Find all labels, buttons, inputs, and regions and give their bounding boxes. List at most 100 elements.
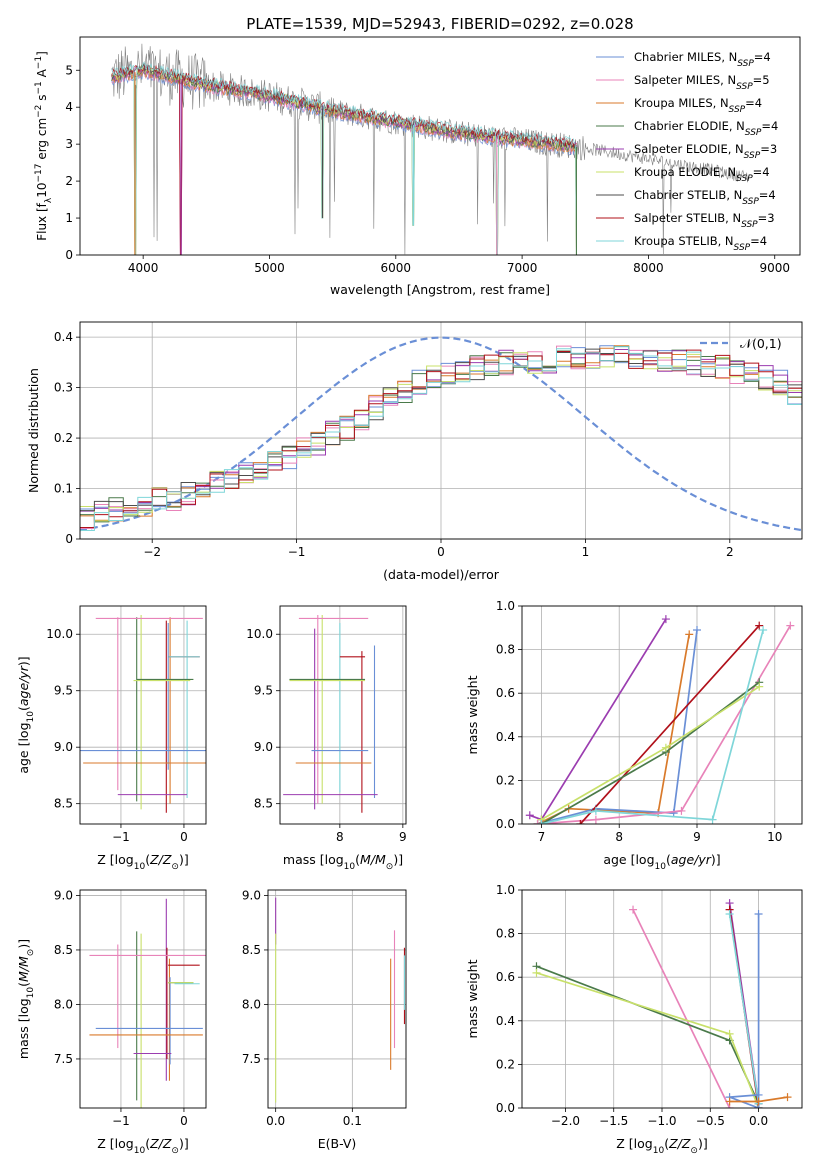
y-tick-label: 1.0 bbox=[496, 599, 515, 613]
weight-marker bbox=[591, 806, 600, 815]
y-tick-label: 8.5 bbox=[54, 797, 73, 811]
mass-vs-metallicity-panel: −1 0 7.5 8.0 8.5 9.0 Z [log10(Z/Z⊙)] mass [log1… bbox=[16, 888, 207, 1156]
weight-marker bbox=[755, 682, 764, 691]
weight-marker bbox=[786, 621, 795, 630]
y-tick-label: 0.2 bbox=[54, 431, 73, 445]
weight-marker bbox=[677, 806, 686, 815]
weight-line bbox=[540, 681, 760, 824]
y-tick-label: 8.0 bbox=[54, 997, 73, 1011]
x-tick-label: 0 bbox=[180, 1114, 188, 1128]
weight-marker bbox=[661, 743, 670, 752]
model-spectrum bbox=[111, 61, 577, 255]
weight-marker bbox=[754, 909, 763, 918]
x-axis-label: Z [log10(Z/Z⊙)] bbox=[97, 1136, 188, 1156]
age-vs-mass-panel: 8 9 8.5 9.0 9.5 10.0 mass [log10(M/M⊙)] bbox=[246, 605, 407, 872]
weight-marker bbox=[533, 820, 542, 824]
x-tick-label: −1 bbox=[288, 545, 306, 559]
x-tick-label: 0.1 bbox=[343, 1114, 362, 1128]
mass-vs-extinction-panel: 0.0 0.1 7.5 8.0 8.5 9.0 E(B-V) bbox=[242, 888, 407, 1151]
x-tick-label: −2.0 bbox=[551, 1114, 580, 1128]
y-tick-label: 0.2 bbox=[496, 773, 515, 787]
weight-marker bbox=[661, 615, 670, 624]
x-tick-label: 1 bbox=[582, 545, 590, 559]
y-tick-label: 0.2 bbox=[496, 1057, 515, 1071]
x-tick-label: 6000 bbox=[381, 261, 412, 275]
y-tick-label: 4 bbox=[65, 100, 73, 114]
x-axis-label: E(B-V) bbox=[318, 1136, 357, 1151]
weight-line bbox=[537, 625, 792, 824]
x-tick-label: 7000 bbox=[507, 261, 538, 275]
y-tick-label: 8.0 bbox=[242, 997, 261, 1011]
x-tick-label: −1.0 bbox=[647, 1114, 676, 1128]
y-tick-label: 0.0 bbox=[496, 1101, 515, 1115]
y-tick-label: 9.0 bbox=[242, 888, 261, 902]
x-tick-label: 5000 bbox=[254, 261, 285, 275]
y-tick-label: 1.0 bbox=[496, 883, 515, 897]
weight-marker bbox=[525, 811, 534, 820]
weight-line bbox=[537, 629, 698, 824]
weight-marker bbox=[629, 905, 638, 914]
histogram-step bbox=[80, 346, 802, 531]
weight-marker bbox=[685, 630, 694, 639]
x-tick-label: 0.0 bbox=[749, 1114, 768, 1128]
weight-marker bbox=[576, 820, 585, 824]
y-axis-label: Normed distribution bbox=[26, 368, 41, 493]
axes-frame bbox=[521, 889, 803, 1109]
weight-marker bbox=[725, 1029, 734, 1038]
weight-marker bbox=[725, 909, 734, 918]
x-tick-label: 0 bbox=[180, 830, 188, 844]
weight-line bbox=[536, 965, 760, 1104]
legend-entry: Kroupa STELIB, NSSP=4 bbox=[634, 234, 767, 253]
x-tick-label: 8 bbox=[336, 830, 344, 844]
weight-marker bbox=[693, 625, 701, 634]
x-tick-label: −1.5 bbox=[599, 1114, 628, 1128]
y-tick-label: 1 bbox=[65, 211, 73, 225]
y-tick-label: 2 bbox=[65, 174, 73, 188]
legend-entry: Salpeter STELIB, NSSP=3 bbox=[634, 211, 775, 230]
legend-entry: Chabrier MILES, NSSP=4 bbox=[634, 50, 771, 69]
y-axis-label: mass weight bbox=[465, 959, 480, 1038]
plot-area bbox=[111, 43, 750, 255]
weight-marker bbox=[537, 820, 546, 824]
x-tick-label: 2 bbox=[726, 545, 734, 559]
weight-line bbox=[529, 618, 667, 821]
y-tick-label: 10.0 bbox=[246, 627, 273, 641]
x-tick-label: 4000 bbox=[128, 261, 159, 275]
histogram-step bbox=[80, 352, 802, 522]
x-axis-label: age [log10(age/yr)] bbox=[603, 852, 720, 872]
y-tick-label: 0.6 bbox=[496, 686, 515, 700]
axes-frame bbox=[79, 889, 207, 1109]
y-tick-label: 0 bbox=[65, 532, 73, 546]
weight-marker bbox=[754, 1097, 763, 1106]
x-tick-label: 8000 bbox=[633, 261, 664, 275]
weight-vs-metallicity-panel: −2.0 −1.5 −1.0 −0.5 0.0 0.0 0.2 0.4 0.6 0.8 1.0 Z [… bbox=[465, 883, 803, 1156]
x-axis-label: mass [log10(M/M⊙)] bbox=[283, 852, 403, 872]
figure-title: PLATE=1539, MJD=52943, FIBERID=0292, z=0… bbox=[246, 15, 633, 33]
gaussian-curve bbox=[80, 336, 802, 532]
x-tick-label: −2 bbox=[143, 545, 161, 559]
x-tick-label: −0.5 bbox=[696, 1114, 725, 1128]
legend-entry: Kroupa ELODIE, NSSP=4 bbox=[634, 165, 770, 184]
x-axis-label: (data-model)/error bbox=[383, 567, 500, 582]
legend-entry: Chabrier STELIB, NSSP=4 bbox=[634, 188, 776, 207]
plot-area bbox=[532, 899, 792, 1108]
plot-area bbox=[80, 615, 206, 813]
legend-entry: Salpeter MILES, NSSP=5 bbox=[634, 73, 770, 92]
weight-line bbox=[728, 913, 760, 1104]
y-tick-label: 0.4 bbox=[54, 330, 73, 344]
y-axis-label: mass weight bbox=[465, 675, 480, 754]
y-tick-label: 0.3 bbox=[54, 381, 73, 395]
plot-area bbox=[80, 336, 802, 532]
x-tick-label: 9000 bbox=[759, 261, 790, 275]
plot-area bbox=[283, 615, 378, 813]
weight-line bbox=[729, 914, 760, 1108]
y-tick-label: 9.5 bbox=[254, 684, 273, 698]
x-axis-label: Z [log10(Z/Z⊙)] bbox=[616, 1136, 707, 1156]
y-tick-label: 9.0 bbox=[254, 740, 273, 754]
y-tick-label: 0.1 bbox=[54, 482, 73, 496]
legend-entry: 𝒩(0,1) bbox=[740, 336, 782, 351]
weight-marker bbox=[669, 809, 678, 818]
axes-frame bbox=[79, 36, 801, 256]
y-tick-label: 5 bbox=[65, 63, 73, 77]
